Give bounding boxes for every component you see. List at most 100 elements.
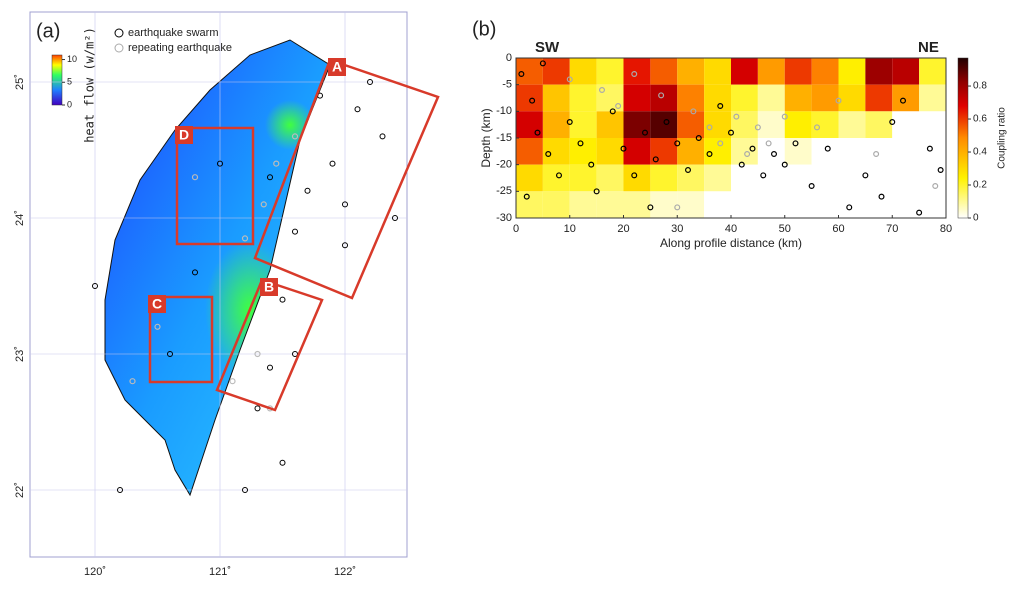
- coupling-cell: [569, 138, 597, 165]
- earthquake-swarm: [92, 283, 98, 289]
- coupling-cell: [542, 191, 570, 218]
- coupling-cell: [596, 58, 624, 85]
- earthquake-swarm: [706, 151, 713, 158]
- coupling-cell: [811, 58, 839, 85]
- earthquake-swarm: [926, 145, 933, 152]
- coupling-cell: [731, 111, 758, 138]
- coastline: [104, 39, 331, 497]
- coupling-cell: [596, 164, 624, 192]
- earthquake-swarm: [529, 97, 536, 104]
- earthquake-swarm: [588, 161, 595, 168]
- coupling-cell: [516, 164, 543, 192]
- coupling-cell: [892, 138, 920, 165]
- coupling-cell: [784, 58, 812, 85]
- x-tick-label: 50: [779, 223, 791, 235]
- earthquake-swarm: [354, 106, 361, 113]
- x-tick-label: 40: [725, 223, 737, 235]
- region-tag: [175, 126, 193, 144]
- earthquake-swarm: [770, 151, 777, 158]
- earthquake-swarm: [937, 167, 944, 174]
- x-tick-label: 120˚: [84, 566, 106, 578]
- repeating-earthquake: [566, 76, 573, 83]
- colorbar-tick-label: 10: [67, 54, 77, 64]
- y-tick-label: -20: [496, 159, 512, 171]
- coupling-cell: [623, 164, 651, 192]
- legend-label: repeating earthquake: [128, 42, 232, 54]
- coupling-cell: [892, 164, 920, 192]
- colorbar-tick-label: 0.4: [973, 147, 987, 158]
- coupling-cell: [784, 164, 812, 192]
- coupling-cell: [757, 138, 785, 165]
- earthquake-swarm: [379, 133, 386, 140]
- earthquake-swarm: [518, 70, 525, 77]
- earthquake-swarm: [555, 172, 562, 179]
- coupling-cell: [919, 84, 946, 112]
- legend-label: earthquake swarm: [128, 27, 219, 39]
- x-tick-label: 30: [671, 223, 683, 235]
- coupling-colorbar: [957, 57, 969, 219]
- earthquake-swarm: [674, 140, 681, 147]
- y-tick-label: -25: [496, 185, 512, 197]
- coupling-cell: [865, 84, 893, 112]
- repeating-earthquake: [241, 235, 249, 242]
- earthquake-swarm: [329, 160, 336, 167]
- coupling-cell: [757, 84, 785, 112]
- coupling-cell: [650, 58, 678, 85]
- region-label: A: [332, 59, 342, 75]
- earthquake-swarm: [652, 156, 659, 163]
- earthquake-swarm: [117, 487, 123, 493]
- earthquake-swarm: [641, 129, 648, 136]
- region-label: D: [179, 127, 189, 143]
- coupling-cell: [838, 191, 866, 218]
- coupling-cell: [516, 111, 543, 138]
- panel-label: (b): [472, 18, 496, 40]
- coupling-cell: [892, 58, 920, 85]
- y-tick-label: 0: [506, 52, 512, 64]
- earthquake-swarm: [889, 118, 896, 125]
- repeating-earthquake: [598, 86, 605, 93]
- panel-label: (a): [36, 20, 60, 42]
- colorbar-tick-label: 0.2: [973, 180, 987, 191]
- colorbar-label: heat flow (w/m²): [83, 27, 97, 143]
- y-axis-label: Depth (km): [479, 108, 493, 167]
- x-tick-label: 60: [832, 223, 844, 235]
- repeating-earthquake: [781, 113, 788, 120]
- earthquake-swarm: [760, 172, 767, 179]
- repeating-earthquake: [273, 160, 280, 167]
- coupling-cell: [569, 111, 597, 138]
- coupling-cell: [757, 111, 785, 138]
- repeating-earthquake: [835, 97, 842, 104]
- y-tick-label: 24˚: [14, 210, 26, 226]
- coupling-cell: [919, 58, 946, 85]
- coupling-cell: [811, 164, 839, 192]
- coupling-cell: [596, 138, 624, 165]
- earthquake-swarm: [392, 215, 398, 221]
- coupling-cell: [704, 191, 731, 218]
- repeating-earthquake: [615, 102, 622, 109]
- repeating-earthquake: [754, 124, 761, 131]
- colorbar-tick-label: 0: [973, 213, 979, 224]
- repeating-earthquake: [717, 140, 724, 147]
- coupling-cell: [784, 111, 812, 138]
- coupling-cell: [838, 84, 866, 112]
- x-tick-label: 0: [513, 223, 519, 235]
- coupling-cell: [650, 138, 678, 165]
- earthquake-swarm: [242, 487, 248, 493]
- coupling-cell: [623, 191, 651, 218]
- coupling-cell: [811, 191, 839, 218]
- repeating-earthquake: [690, 108, 697, 115]
- coupling-cell: [865, 111, 893, 138]
- coupling-cell: [650, 84, 678, 112]
- profile-end: NE: [918, 39, 939, 56]
- colorbar-tick-label: 0.8: [973, 81, 987, 92]
- coupling-cell: [784, 191, 812, 218]
- legend-swatch: [114, 28, 124, 38]
- coupling-cell: [811, 138, 839, 165]
- x-tick-label: 122˚: [334, 566, 356, 578]
- earthquake-swarm: [620, 145, 627, 152]
- colorbar-tick-label: 0.6: [973, 114, 987, 125]
- coupling-cell: [704, 164, 731, 192]
- heat-colorbar: [51, 54, 63, 106]
- colorbar-tick-label: 5: [67, 77, 72, 87]
- x-axis-label: Along profile distance (km): [660, 236, 802, 250]
